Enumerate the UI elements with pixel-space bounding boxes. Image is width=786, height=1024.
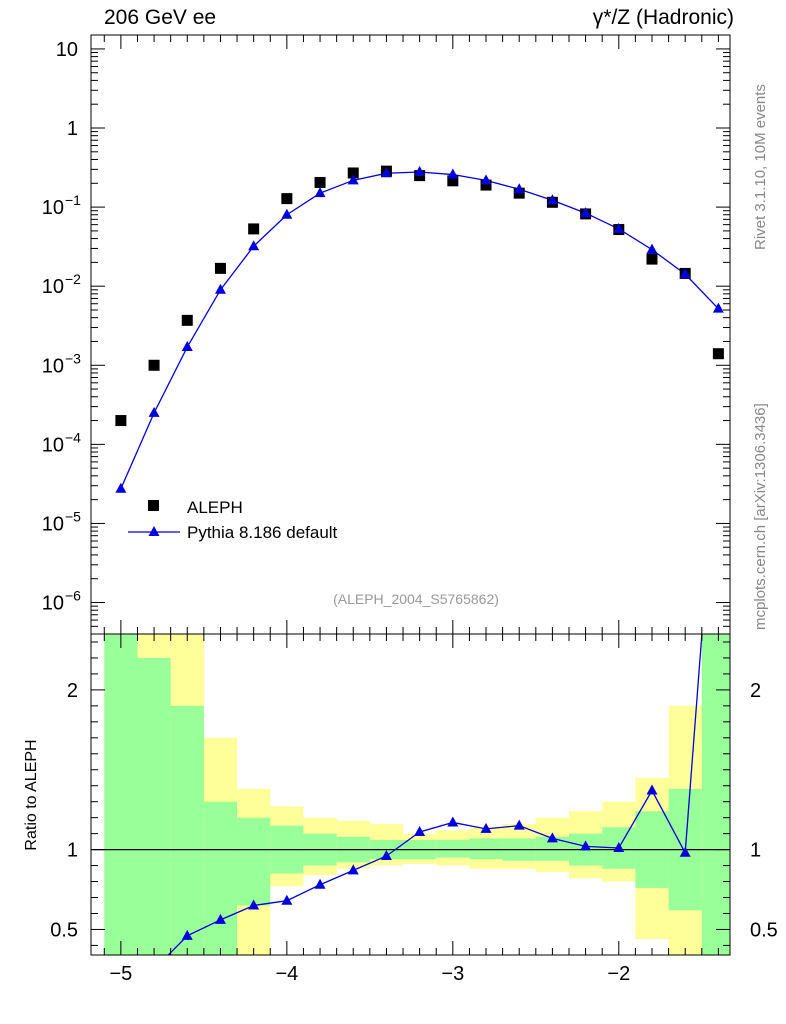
ratio-point (248, 899, 260, 910)
ratio-point (613, 842, 625, 852)
x-tick-label: −5 (109, 963, 132, 985)
ratio-point (214, 913, 226, 924)
aleph-point (712, 348, 724, 360)
ratio-point (281, 894, 293, 905)
ratio-band-inner (701, 634, 730, 955)
pythia-line (120, 171, 719, 489)
ratio-point (513, 819, 525, 830)
ratio-band-inner (137, 657, 171, 955)
aleph-point (281, 193, 293, 205)
pythia-point (148, 406, 160, 417)
aleph-point (314, 176, 326, 188)
aleph-point (646, 253, 658, 265)
aleph-point (447, 175, 459, 187)
y-tick-label: 10 (42, 513, 64, 535)
aleph-point (480, 179, 492, 191)
pythia-point (712, 302, 724, 313)
ratio-point (149, 963, 160, 973)
ratio-point (480, 822, 492, 833)
ratio-y-axis-label: Ratio to ALEPH (23, 739, 40, 850)
pythia-point (181, 341, 193, 352)
legend-marker-pythia (148, 526, 160, 536)
ratio-y-tick-label-right: 0.5 (750, 919, 778, 941)
ratio-band-inner (469, 838, 503, 860)
ratio-point (679, 846, 691, 857)
y-tick-label-exponent: −1 (65, 192, 81, 208)
ratio-bands (104, 634, 730, 955)
ratio-y-tick-label-right: 1 (750, 840, 761, 862)
y-tick-label-exponent: −3 (65, 350, 81, 366)
y-tick-label: 10 (42, 593, 64, 615)
ratio-band-inner (436, 840, 470, 858)
pythia-point (380, 167, 392, 178)
pythia-point (447, 168, 459, 179)
ratio-band-inner (203, 801, 238, 955)
legend-label-pythia: Pythia 8.186 default (187, 523, 338, 542)
y-tick-label: 10 (56, 39, 78, 61)
header-left-label: 206 GeV ee (104, 6, 217, 29)
y-tick-label: 10 (42, 197, 64, 219)
x-tick-label: −3 (441, 963, 464, 985)
pythia-point (646, 243, 658, 254)
pythia-point (347, 174, 359, 185)
ratio-y-tick-label: 2 (67, 680, 78, 702)
ratio-series (149, 412, 724, 973)
ratio-y-tick-label: 0.5 (50, 919, 78, 941)
ratio-point (347, 864, 359, 875)
ratio-point (414, 826, 426, 837)
ratio-point (546, 832, 558, 843)
ratio-y-tick-label: 1 (67, 840, 78, 862)
pythia-point (248, 240, 260, 251)
y-tick-label: 1 (67, 118, 78, 140)
pythia-point (546, 194, 558, 205)
ratio-point (713, 412, 724, 422)
ratio-band-inner (170, 705, 204, 955)
ratio-band-inner (237, 817, 271, 906)
y-tick-label-exponent: −5 (65, 508, 81, 524)
aleph-point (148, 359, 160, 371)
pythia-point (314, 187, 326, 198)
pythia-point (580, 207, 592, 218)
ratio-frame (90, 633, 731, 956)
ratio-point (181, 929, 193, 940)
ratio-band-inner (535, 836, 570, 861)
pythia-point (679, 268, 691, 279)
pythia-point (281, 208, 293, 219)
y-tick-label-exponent: −4 (65, 429, 81, 445)
analysis-label: (ALEPH_2004_S5765862) (333, 591, 499, 607)
ratio-y-tick-label-right: 2 (750, 680, 761, 702)
aleph-point (181, 314, 193, 326)
x-tick-label: −2 (607, 963, 630, 985)
ratio-point (646, 784, 658, 795)
aleph-point (347, 167, 359, 179)
legend-label-aleph: ALEPH (187, 498, 243, 517)
ratio-point (580, 840, 592, 851)
pythia-point (613, 222, 625, 233)
pythia-point (115, 482, 127, 493)
y-tick-label: 10 (42, 276, 64, 298)
ratio-point (314, 878, 326, 889)
ratio-point (380, 849, 392, 860)
aleph-point (115, 415, 127, 427)
y-tick-label-exponent: −6 (65, 588, 81, 604)
legend-marker-aleph (148, 500, 159, 511)
y-tick-label: 10 (42, 355, 64, 377)
pythia-point (513, 183, 525, 194)
x-tick-label: −4 (275, 963, 298, 985)
ratio-point (447, 816, 459, 827)
pythia-point (480, 174, 492, 185)
pythia-point (414, 165, 426, 176)
y-tick-label: 10 (42, 434, 64, 456)
header-right-label: γ*/Z (Hadronic) (592, 6, 734, 29)
aleph-point (248, 223, 260, 235)
y-tick-label-exponent: −2 (65, 271, 81, 287)
main-frame (90, 34, 731, 635)
pythia-point (214, 283, 226, 294)
ratio-band-inner (104, 634, 138, 955)
aleph-point (214, 262, 226, 274)
